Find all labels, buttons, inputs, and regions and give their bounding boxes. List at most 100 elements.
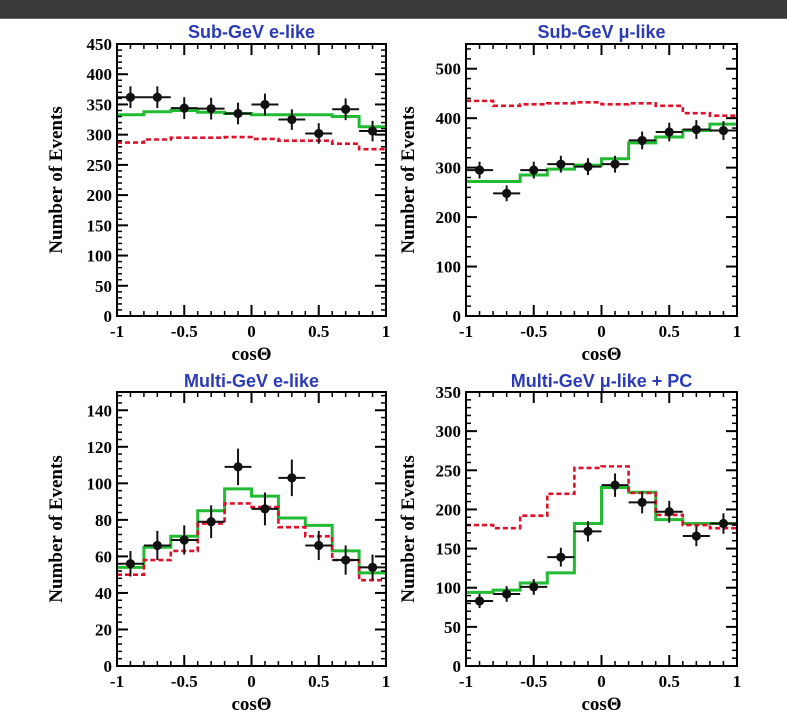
- y-tick-label: 250: [87, 156, 113, 175]
- y-tick-label: 120: [87, 438, 113, 457]
- data-point: [314, 128, 324, 139]
- plot-area: [466, 99, 737, 202]
- data-point: [610, 480, 620, 490]
- x-tick-label: -0.5: [520, 672, 547, 691]
- x-tick-label: 0: [597, 672, 606, 691]
- x-tick-label: -0.5: [520, 322, 547, 341]
- x-tick-label: 1: [382, 672, 391, 691]
- y-tick-label: 400: [87, 65, 113, 84]
- y-tick-label: 250: [436, 461, 462, 480]
- x-tick-label: -1: [110, 322, 124, 341]
- y-tick-label: 150: [436, 540, 462, 559]
- y-tick-label: 150: [87, 216, 113, 235]
- data-point: [341, 555, 351, 565]
- x-tick-label: 0.5: [659, 672, 680, 691]
- y-tick-label: 400: [436, 109, 462, 128]
- y-tick-label: 200: [436, 208, 462, 227]
- x-tick-label: 0: [597, 322, 606, 341]
- expectation-histogram-dashed: [466, 465, 737, 530]
- data-point: [152, 540, 162, 551]
- data-point: [367, 562, 378, 572]
- y-tick-label: 200: [87, 186, 113, 205]
- y-tick-label: 100: [87, 247, 113, 266]
- y-tick-label: 350: [87, 95, 113, 114]
- plot-area: [117, 448, 386, 582]
- data-point: [664, 507, 674, 517]
- x-axis-label: cosΘ: [581, 694, 621, 715]
- window-top-bar-divider: [0, 18, 787, 19]
- data-point: [691, 531, 701, 541]
- data-point: [179, 103, 189, 113]
- data-point: [583, 526, 593, 536]
- chart-panel: Multi-GeV μ-like + PC cosΘ Number of Event…: [398, 371, 741, 715]
- y-axis-label: Number of Events: [398, 455, 419, 602]
- expectation-histogram-dashed: [117, 502, 386, 582]
- y-tick-label: 50: [95, 277, 112, 296]
- data-point: [152, 92, 162, 102]
- plot-area: [117, 86, 386, 151]
- x-tick-label: 1: [382, 322, 391, 341]
- y-tick-label: 50: [444, 618, 461, 637]
- x-tick-label: 0.5: [659, 322, 680, 341]
- data-point: [664, 127, 674, 137]
- data-point: [502, 188, 512, 198]
- y-axis-label: Number of Events: [46, 106, 67, 253]
- data-point: [718, 125, 729, 136]
- data-point: [287, 473, 297, 483]
- window-top-bar: [0, 0, 787, 18]
- y-axis-label: Number of Events: [46, 455, 67, 602]
- x-tick-label: 0: [247, 672, 256, 691]
- chart-title: Sub-GeV μ-like: [537, 22, 665, 42]
- chart-title: Multi-GeV e-like: [184, 371, 319, 391]
- y-axis-label: Number of Events: [398, 106, 419, 253]
- expectation-histogram-solid: [466, 486, 737, 594]
- chart-title: Sub-GeV e-like: [188, 22, 315, 42]
- y-tick-label: 20: [95, 620, 112, 639]
- x-tick-label: -0.5: [171, 672, 198, 691]
- y-tick-label: 100: [87, 474, 113, 493]
- data-point: [125, 92, 136, 102]
- y-tick-label: 100: [436, 258, 462, 277]
- y-tick-label: 500: [436, 60, 462, 79]
- y-tick-label: 0: [453, 307, 462, 326]
- y-tick-label: 0: [104, 657, 113, 676]
- data-point: [125, 559, 136, 569]
- data-point: [637, 135, 647, 146]
- data-point: [556, 159, 566, 169]
- x-tick-label: -1: [459, 322, 473, 341]
- y-tick-label: 300: [436, 159, 462, 178]
- data-point: [367, 126, 378, 136]
- x-tick-label: -0.5: [171, 322, 198, 341]
- data-point: [260, 99, 270, 110]
- y-tick-label: 140: [87, 401, 113, 420]
- data-point: [474, 165, 485, 175]
- data-point: [233, 108, 243, 119]
- y-tick-label: 0: [104, 307, 113, 326]
- data-point: [529, 165, 539, 175]
- plot-frame: [116, 391, 387, 667]
- x-tick-label: 0.5: [308, 672, 329, 691]
- plot-area: [466, 465, 737, 609]
- data-point: [206, 517, 216, 527]
- x-axis-label: cosΘ: [581, 344, 621, 365]
- y-tick-label: 300: [87, 126, 113, 145]
- x-tick-label: 1: [733, 322, 742, 341]
- y-tick-label: 300: [436, 422, 462, 441]
- x-tick-label: 0: [247, 322, 256, 341]
- data-point: [556, 552, 566, 562]
- y-tick-label: 350: [436, 383, 462, 402]
- data-point: [206, 104, 216, 114]
- x-axis-label: cosΘ: [231, 694, 271, 715]
- x-axis-label: cosΘ: [231, 344, 271, 365]
- data-point: [610, 159, 620, 169]
- expectation-histogram-dashed: [466, 99, 737, 118]
- y-tick-label: 60: [95, 547, 112, 566]
- y-tick-label: 100: [436, 579, 462, 598]
- data-point: [287, 114, 297, 125]
- chart-panel: Multi-GeV e-like cosΘ Number of Events -1 -0…: [46, 371, 390, 715]
- x-tick-label: -1: [110, 672, 124, 691]
- x-tick-label: 1: [733, 672, 742, 691]
- data-point: [341, 104, 351, 114]
- chart-panel: Sub-GeV μ-like cosΘ Number of Events -1 -0.5…: [398, 22, 741, 365]
